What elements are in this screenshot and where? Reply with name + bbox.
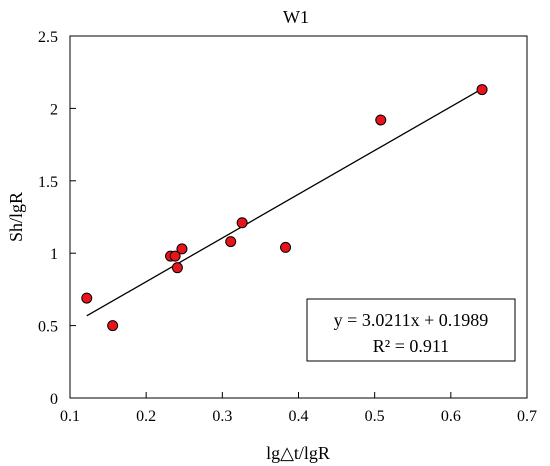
x-tick-label: 0.7 <box>517 408 537 425</box>
x-tick-label: 0.3 <box>212 408 232 425</box>
y-tick-label: 1.5 <box>38 174 58 191</box>
data-point <box>171 262 183 274</box>
y-tick-label: 2.5 <box>38 29 58 46</box>
y-tick-label: 0 <box>50 391 58 408</box>
data-point <box>225 236 237 248</box>
y-axis-label: Sh/lgR <box>6 192 26 242</box>
x-tick-label: 0.5 <box>365 408 385 425</box>
x-tick-label: 0.1 <box>60 408 80 425</box>
y-tick-label: 2 <box>50 101 58 118</box>
x-tick-label: 0.6 <box>441 408 461 425</box>
r-squared-label: R² = 0.911 <box>373 336 449 356</box>
equation-label: y = 3.0211x + 0.1989 <box>334 310 489 330</box>
data-point <box>107 320 119 332</box>
y-tick-label: 1 <box>50 246 58 263</box>
x-tick-label: 0.4 <box>289 408 309 425</box>
data-point <box>169 250 181 262</box>
y-tick-label: 0.5 <box>38 319 58 336</box>
y-axis: 0 0.5 1 1.5 2 2.5 <box>38 29 76 408</box>
x-axis: 0.1 0.2 0.3 0.4 0.5 0.6 0.7 <box>60 392 537 425</box>
data-point <box>375 114 387 126</box>
data-point <box>476 84 488 96</box>
data-point <box>280 241 292 253</box>
equation-box <box>306 298 516 362</box>
data-points <box>81 84 488 332</box>
data-point <box>236 217 248 229</box>
data-point <box>81 292 93 304</box>
chart-title: W1 <box>283 7 309 27</box>
data-point <box>176 243 188 255</box>
trendline <box>86 88 483 317</box>
x-axis-label: lg△t/lgR <box>266 443 330 463</box>
x-tick-label: 0.2 <box>136 408 156 425</box>
